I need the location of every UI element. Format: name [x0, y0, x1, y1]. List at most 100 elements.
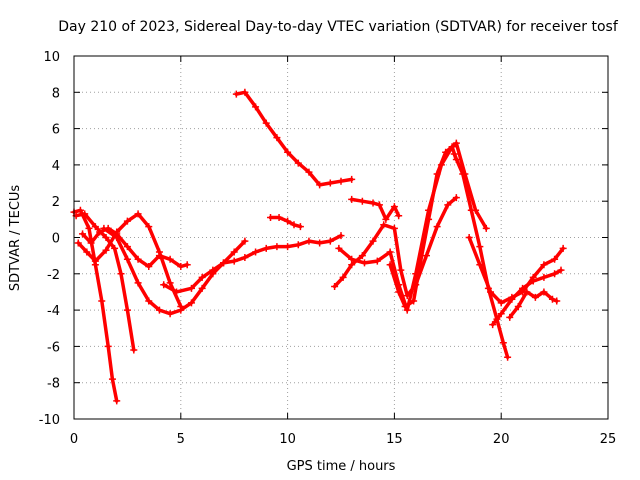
- data-point: [83, 248, 91, 256]
- data-point: [380, 221, 388, 229]
- data-point: [273, 243, 281, 251]
- data-point: [316, 239, 324, 247]
- data-point: [81, 210, 89, 218]
- data-point: [548, 295, 556, 303]
- data-point: [290, 221, 298, 229]
- x-tick-label: 5: [177, 432, 185, 447]
- grid: [74, 56, 608, 419]
- data-point: [241, 88, 249, 96]
- data-point: [519, 284, 527, 292]
- data-point: [337, 232, 345, 240]
- data-point: [187, 299, 195, 307]
- data-point: [123, 217, 131, 225]
- data-point: [113, 234, 121, 241]
- data-point: [252, 248, 260, 256]
- data-point: [416, 261, 424, 269]
- data-point: [134, 279, 142, 287]
- data-point: [444, 201, 452, 209]
- data-point: [220, 259, 228, 267]
- series-track-6: [160, 232, 345, 296]
- data-point: [76, 206, 84, 214]
- x-tick-label: 10: [279, 432, 296, 447]
- data-point: [85, 224, 93, 232]
- data-point: [113, 397, 121, 405]
- series-track-15: [489, 266, 565, 329]
- data-point: [305, 237, 313, 245]
- data-point: [375, 201, 383, 209]
- data-point: [339, 273, 347, 281]
- data-point: [74, 239, 82, 247]
- data-point: [508, 295, 516, 303]
- data-point: [358, 252, 366, 260]
- data-point: [241, 237, 249, 245]
- series-track-7: [232, 88, 356, 189]
- data-point: [348, 175, 356, 183]
- data-point: [232, 90, 240, 98]
- y-tick-label: -2: [47, 268, 60, 283]
- y-tick-label: 0: [52, 232, 60, 247]
- x-tick-label: 0: [70, 432, 78, 447]
- data-point: [335, 244, 343, 252]
- series-track-12: [386, 139, 490, 310]
- data-point: [145, 263, 153, 271]
- data-point: [91, 223, 99, 231]
- data-point: [134, 255, 142, 263]
- data-point: [187, 284, 195, 292]
- data-point: [160, 281, 168, 289]
- series-track-8: [267, 214, 304, 231]
- data-point: [523, 288, 531, 296]
- data-point: [465, 234, 473, 241]
- data-point: [397, 266, 405, 274]
- data-point: [102, 234, 110, 241]
- data-point: [425, 215, 433, 223]
- data-point: [294, 159, 302, 167]
- data-point: [284, 243, 292, 251]
- data-point: [403, 306, 411, 314]
- data-point: [433, 170, 441, 178]
- data-point: [111, 244, 119, 252]
- data-point: [386, 261, 394, 269]
- series-group: [70, 88, 567, 405]
- data-point: [395, 212, 403, 220]
- data-point: [252, 103, 260, 111]
- data-point: [358, 197, 366, 205]
- data-point: [155, 306, 163, 314]
- data-point: [173, 288, 181, 296]
- series-line: [388, 141, 488, 309]
- data-point: [557, 266, 565, 274]
- data-point: [497, 310, 505, 318]
- y-tick-label: 6: [52, 123, 60, 138]
- axis-ticks: 0 5 10 15 20 25 -10 -8 -6 -4 -2 0 2 4 6 8 10: [39, 50, 617, 447]
- data-point: [331, 283, 339, 291]
- data-point: [497, 299, 505, 307]
- data-point: [198, 273, 206, 281]
- data-point: [504, 353, 512, 361]
- data-point: [489, 321, 497, 329]
- data-point: [553, 297, 561, 305]
- data-point: [540, 261, 548, 269]
- series-line: [80, 226, 189, 269]
- y-tick-label: -6: [47, 340, 60, 355]
- data-point: [108, 375, 116, 383]
- y-tick-label: -8: [47, 377, 60, 392]
- y-tick-label: 10: [43, 50, 60, 65]
- data-point: [155, 252, 163, 260]
- data-point: [123, 243, 131, 251]
- data-point: [87, 239, 95, 247]
- data-point: [373, 257, 381, 265]
- data-point: [487, 288, 495, 296]
- data-point: [145, 223, 153, 231]
- series-track-13: [450, 150, 512, 361]
- data-point: [348, 255, 356, 263]
- data-point: [551, 270, 559, 278]
- data-point: [284, 148, 292, 156]
- data-point: [452, 194, 460, 202]
- data-point: [422, 252, 430, 260]
- series-line: [452, 152, 510, 360]
- x-tick-label: 20: [493, 432, 510, 447]
- data-point: [145, 297, 153, 305]
- data-point: [104, 342, 112, 350]
- data-point: [134, 210, 142, 218]
- y-tick-label: 2: [52, 195, 60, 210]
